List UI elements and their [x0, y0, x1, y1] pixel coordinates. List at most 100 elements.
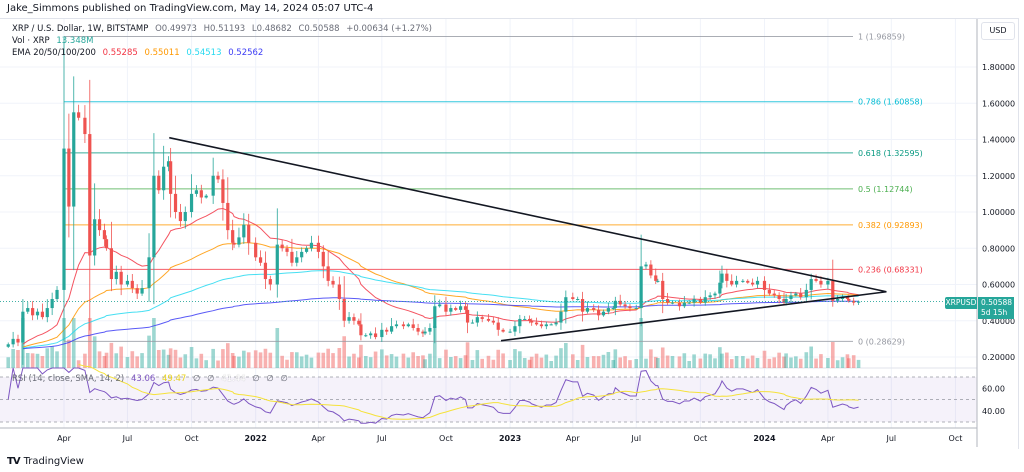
volume-bar	[337, 348, 342, 368]
publisher-caption: Jake_Simmons published on TradingView.co…	[7, 3, 374, 14]
candle-body	[433, 306, 437, 328]
volume-bar	[125, 357, 130, 368]
last-price-tag: 0.50588 5d 15h	[978, 297, 1014, 319]
volume-bar	[501, 353, 505, 368]
volume-bar	[591, 356, 596, 368]
candle-body	[789, 295, 793, 299]
candle-body	[611, 308, 615, 310]
volume-bar	[527, 359, 532, 368]
volume-label[interactable]: Vol · XRP	[12, 36, 50, 46]
candle-body	[644, 264, 648, 267]
ema-50-value: 0.55011	[144, 48, 180, 58]
fib-label: 0 (0.28629)	[858, 337, 905, 346]
volume-bar	[670, 356, 675, 368]
volume-bar	[275, 328, 280, 368]
volume-bar	[342, 336, 346, 368]
candle-body	[231, 230, 235, 243]
candle-body	[458, 306, 463, 310]
volume-bar	[230, 353, 235, 368]
candle-body	[173, 193, 178, 212]
candle-body	[465, 309, 470, 323]
candle-body	[523, 318, 527, 320]
candle-body	[687, 302, 691, 304]
currency-button[interactable]: USD	[981, 22, 1015, 40]
volume-bar	[380, 349, 384, 368]
fib-label: 0.236 (0.68331)	[858, 265, 923, 274]
candle-body	[157, 175, 161, 191]
volume-bar	[109, 342, 114, 368]
volume-bar	[596, 356, 601, 368]
price-tick-label: 0.80000	[982, 244, 1015, 253]
rsi-line	[7, 367, 859, 424]
candle-body	[204, 195, 208, 198]
candle-body	[331, 280, 335, 285]
candle-body	[6, 344, 10, 347]
volume-bar	[618, 357, 623, 368]
volume-bar	[263, 348, 268, 368]
candle-body	[491, 320, 495, 323]
candle-body	[226, 202, 230, 231]
volume-bar	[677, 356, 682, 368]
na-icon: ∅	[252, 374, 260, 384]
candle-body	[649, 264, 653, 276]
ohlc-high: H0.51193	[203, 24, 246, 34]
volume-bar	[359, 344, 363, 368]
rsi-legend: RSI (14, close, SMA, 14, 2) 43.06 49.47 …	[12, 374, 292, 384]
volume-bar	[83, 353, 87, 368]
candle-body	[189, 193, 194, 212]
tradingview-logo[interactable]: TV TradingView	[7, 456, 84, 467]
candle-body	[784, 299, 788, 303]
candle-body	[544, 324, 548, 327]
candle-body	[735, 280, 739, 285]
ema-20-value: 0.55285	[102, 48, 138, 58]
candle-body	[852, 300, 856, 303]
candle-body	[845, 297, 850, 299]
na-icon: ∅	[280, 374, 288, 384]
candle-body	[708, 295, 712, 298]
volume-bar	[613, 349, 618, 368]
symbol-title[interactable]: XRP / U.S. Dollar, 1W, BITSTAMP	[12, 24, 149, 34]
volume-bar	[453, 356, 458, 368]
candle-body	[31, 308, 35, 316]
volume-bar	[718, 347, 722, 368]
time-tick-label: Oct	[439, 434, 453, 443]
candle-body	[16, 338, 20, 343]
candle-body	[401, 324, 406, 327]
rsi-label[interactable]: RSI (14, close, SMA, 14, 2)	[12, 374, 125, 384]
candle-body	[698, 299, 702, 303]
candle-body	[290, 251, 294, 263]
candle-body	[300, 251, 304, 258]
rsi-extra-value: 41.44	[221, 374, 246, 384]
candle-body	[449, 308, 453, 312]
volume-bar	[316, 352, 321, 368]
rsi-sma-value: 49.47	[162, 374, 187, 384]
time-tick-label: Oct	[185, 434, 199, 443]
volume-bar	[741, 356, 745, 368]
volume-bar	[199, 353, 204, 368]
volume-bar	[168, 348, 173, 368]
fib-label: 0.618 (1.32595)	[858, 149, 923, 158]
volume-bar	[601, 354, 606, 368]
candle-body	[606, 308, 610, 312]
volume-bar	[135, 356, 139, 368]
volume-bar	[216, 360, 220, 368]
time-tick-label: Apr	[566, 434, 581, 443]
symbol-price-tag: XRPUSD	[945, 297, 977, 309]
candle-body	[799, 293, 803, 298]
volume-bar	[458, 358, 463, 368]
volume-bar	[152, 318, 156, 368]
ema-label[interactable]: EMA 20/50/100/200	[12, 48, 96, 58]
volume-bar	[285, 359, 289, 368]
volume-bar	[347, 356, 351, 368]
volume-bar	[280, 355, 284, 368]
candle-body	[337, 284, 341, 299]
volume-bar	[299, 356, 304, 368]
ohlc-low: L0.48682	[251, 24, 292, 34]
volume-bar	[513, 349, 517, 368]
volume-bar	[814, 358, 818, 368]
volume-bar	[847, 358, 851, 368]
candle-body	[114, 271, 118, 280]
volume-bar	[687, 361, 692, 368]
candle-body	[720, 273, 724, 283]
